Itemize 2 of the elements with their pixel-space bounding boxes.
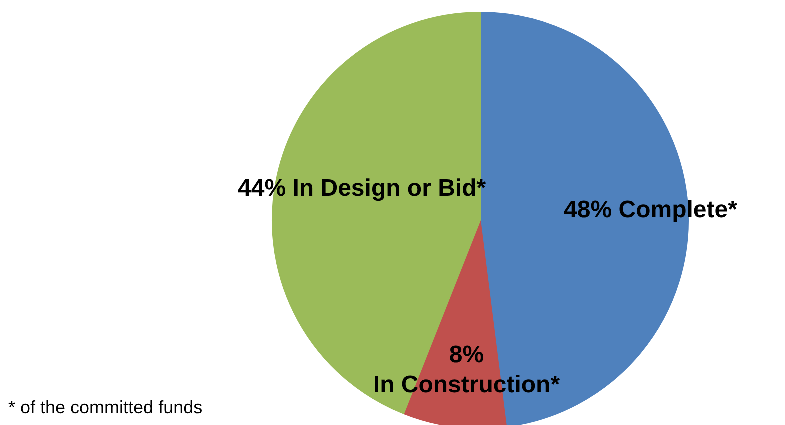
text: * of the committed funds — [8, 398, 203, 418]
data-label: 8% — [449, 342, 484, 369]
